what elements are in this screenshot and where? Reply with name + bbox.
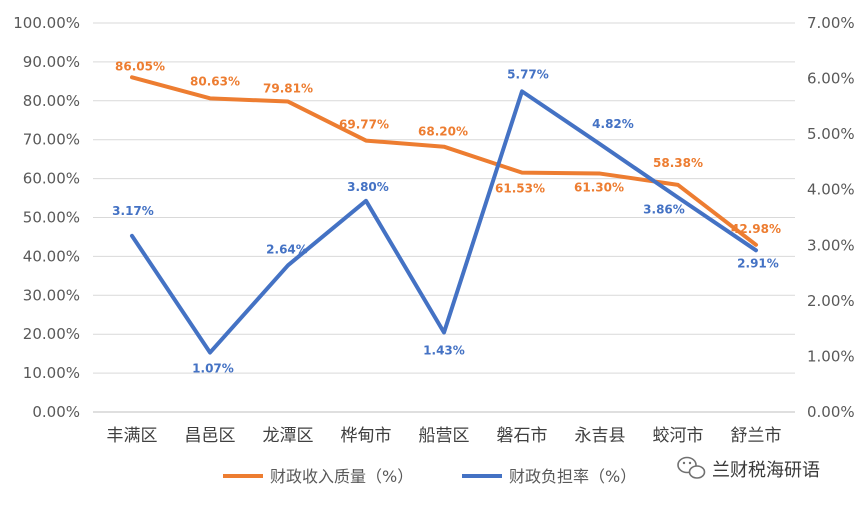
gridlines <box>93 22 795 413</box>
series-lines <box>130 75 758 355</box>
legend: 财政收入质量（%） 财政负担率（%） <box>223 467 636 486</box>
category-label: 船营区 <box>419 426 470 446</box>
legend-item-revenue-quality: 财政收入质量（%） <box>223 467 413 486</box>
right-axis-ticks: 0.00% 1.00% 2.00% 3.00% 4.00% 5.00% 6.00% 7.00% <box>807 14 855 421</box>
legend-label-burden-rate: 财政负担率（%） <box>509 467 636 486</box>
watermark-text: 兰财税海研语 <box>712 460 820 481</box>
data-label: 3.80% <box>347 180 389 194</box>
left-tick-label: 80.00% <box>23 92 80 110</box>
left-tick-label: 40.00% <box>23 247 80 265</box>
data-label: 4.82% <box>592 117 634 131</box>
wechat-icon <box>677 456 706 479</box>
series-line-1 <box>130 89 758 355</box>
left-tick-label: 60.00% <box>23 170 80 188</box>
data-label: 5.77% <box>507 67 549 81</box>
data-labels: 86.05% 80.63% 79.81% 69.77% 68.20% 61.53% 61.3… <box>112 59 781 375</box>
left-tick-label: 90.00% <box>23 53 80 71</box>
right-tick-label: 3.00% <box>807 236 855 254</box>
left-tick-label: 20.00% <box>23 325 80 343</box>
data-label: 42.98% <box>731 222 781 236</box>
left-tick-label: 50.00% <box>23 209 80 227</box>
data-label: 2.64% <box>266 242 308 256</box>
data-label: 86.05% <box>115 59 165 73</box>
category-label: 龙潭区 <box>263 426 314 446</box>
data-label: 69.77% <box>339 118 389 132</box>
category-label: 桦甸市 <box>341 426 392 446</box>
right-tick-label: 4.00% <box>807 181 855 199</box>
data-label: 68.20% <box>418 125 468 139</box>
left-tick-label: 10.00% <box>23 364 80 382</box>
category-label: 昌邑区 <box>185 426 236 446</box>
category-label: 蛟河市 <box>653 426 704 446</box>
data-label: 61.53% <box>495 182 545 196</box>
right-tick-label: 6.00% <box>807 70 855 88</box>
data-label: 1.07% <box>192 362 234 376</box>
data-label: 3.17% <box>112 204 154 218</box>
category-label: 丰满区 <box>107 426 158 446</box>
data-label: 1.43% <box>423 344 465 358</box>
legend-label-revenue-quality: 财政收入质量（%） <box>270 467 413 486</box>
category-label: 磐石市 <box>497 426 548 446</box>
right-tick-label: 1.00% <box>807 347 855 365</box>
left-tick-label: 70.00% <box>23 131 80 149</box>
left-tick-label: 100.00% <box>13 14 80 32</box>
legend-item-burden-rate: 财政负担率（%） <box>462 467 636 486</box>
left-tick-label: 30.00% <box>23 286 80 304</box>
x-axis-categories: 丰满区 昌邑区 龙潭区 桦甸市 船营区 磐石市 永吉县 蛟河市 舒兰市 <box>107 426 782 446</box>
data-label: 61.30% <box>574 181 624 195</box>
right-tick-label: 7.00% <box>807 14 855 32</box>
category-label: 永吉县 <box>575 426 626 446</box>
left-axis-ticks: 0.00% 10.00% 20.00% 30.00% 40.00% 50.00% 60.00… <box>13 14 80 421</box>
data-label: 58.38% <box>653 156 703 170</box>
watermark: 兰财税海研语 <box>677 456 820 481</box>
left-tick-label: 0.00% <box>32 403 80 421</box>
category-label: 舒兰市 <box>731 426 782 446</box>
right-tick-label: 5.00% <box>807 125 855 143</box>
data-label: 80.63% <box>190 74 240 88</box>
data-label: 79.81% <box>263 82 313 96</box>
right-tick-label: 0.00% <box>807 403 855 421</box>
right-tick-label: 2.00% <box>807 292 855 310</box>
data-label: 2.91% <box>737 256 779 270</box>
data-label: 3.86% <box>643 202 685 216</box>
